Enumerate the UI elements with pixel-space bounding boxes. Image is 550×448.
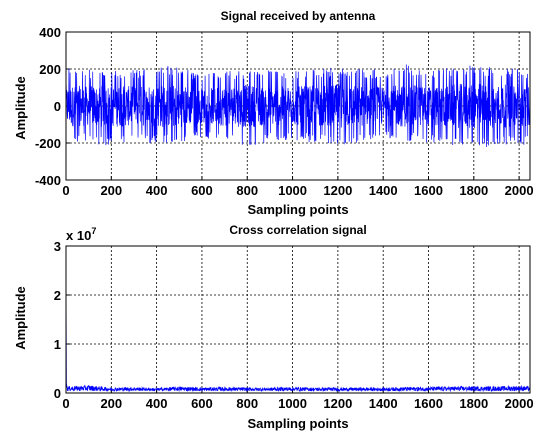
- x-axis-label: Sampling points: [247, 202, 348, 217]
- data-series: [65, 64, 531, 148]
- y-tick-label: 400: [39, 25, 61, 40]
- y-tick-label: 0: [54, 99, 61, 114]
- x-tick-label: 1400: [369, 183, 398, 198]
- axes-frame: [65, 31, 531, 181]
- x-tick-label: 600: [191, 183, 213, 198]
- x-tick-label: 1800: [459, 396, 488, 411]
- y-tick-label: -400: [35, 173, 61, 188]
- x-tick-label: 200: [100, 183, 122, 198]
- x-tick-label: 1400: [369, 396, 398, 411]
- y-scale-exponent-base: x 10: [66, 228, 91, 243]
- x-tick-label: 400: [146, 396, 168, 411]
- tick-labels: 0 200 400 600 800 1000 1200 1400 1600 1800 2000 0 1 2…: [54, 239, 534, 411]
- x-tick-label: 1000: [278, 183, 307, 198]
- grid: [65, 245, 530, 394]
- x-tick-label: 2000: [505, 183, 534, 198]
- x-tick-label: 1000: [278, 396, 307, 411]
- y-scale-exponent-power: 7: [91, 226, 96, 236]
- x-tick-label: 200: [100, 396, 122, 411]
- y-tick-label: 200: [39, 62, 61, 77]
- subplot-cross-correlation: Cross correlation signal 0 200 400 600 800 10…: [13, 223, 534, 431]
- y-axis-label: Amplitude: [13, 76, 28, 140]
- chart-title: Cross correlation signal: [229, 223, 366, 237]
- y-tick-label: 0: [54, 386, 61, 401]
- y-axis-label: Amplitude: [13, 286, 28, 350]
- y-tick-label: -200: [35, 136, 61, 151]
- x-tick-label: 800: [236, 183, 258, 198]
- y-scale-exponent: x 107: [66, 226, 96, 243]
- y-tick-label: 3: [54, 239, 61, 254]
- x-tick-label: 1600: [414, 183, 443, 198]
- y-tick-label: 2: [54, 288, 61, 303]
- data-series: [65, 270, 531, 393]
- y-tick-label: 1: [54, 337, 61, 352]
- chart-title: Signal received by antenna: [221, 9, 376, 23]
- x-tick-label: 1200: [323, 183, 352, 198]
- x-tick-label: 0: [62, 183, 69, 198]
- x-tick-label: 1200: [323, 396, 352, 411]
- series-line: [65, 64, 531, 148]
- tick-labels: 0 200 400 600 800 1000 1200 1400 1600 1800 2000-40…: [35, 25, 534, 198]
- x-tick-label: 2000: [505, 396, 534, 411]
- x-tick-label: 400: [146, 183, 168, 198]
- x-tick-label: 1600: [414, 396, 443, 411]
- x-tick-label: 600: [191, 396, 213, 411]
- series-line: [65, 270, 531, 393]
- x-tick-label: 1800: [459, 183, 488, 198]
- x-tick-label: 0: [62, 396, 69, 411]
- axes-frame: [65, 245, 531, 394]
- subplot-received-signal: Signal received by antenna 0 200 400 600 800…: [13, 9, 534, 217]
- x-tick-label: 800: [236, 396, 258, 411]
- x-axis-label: Sampling points: [247, 416, 348, 431]
